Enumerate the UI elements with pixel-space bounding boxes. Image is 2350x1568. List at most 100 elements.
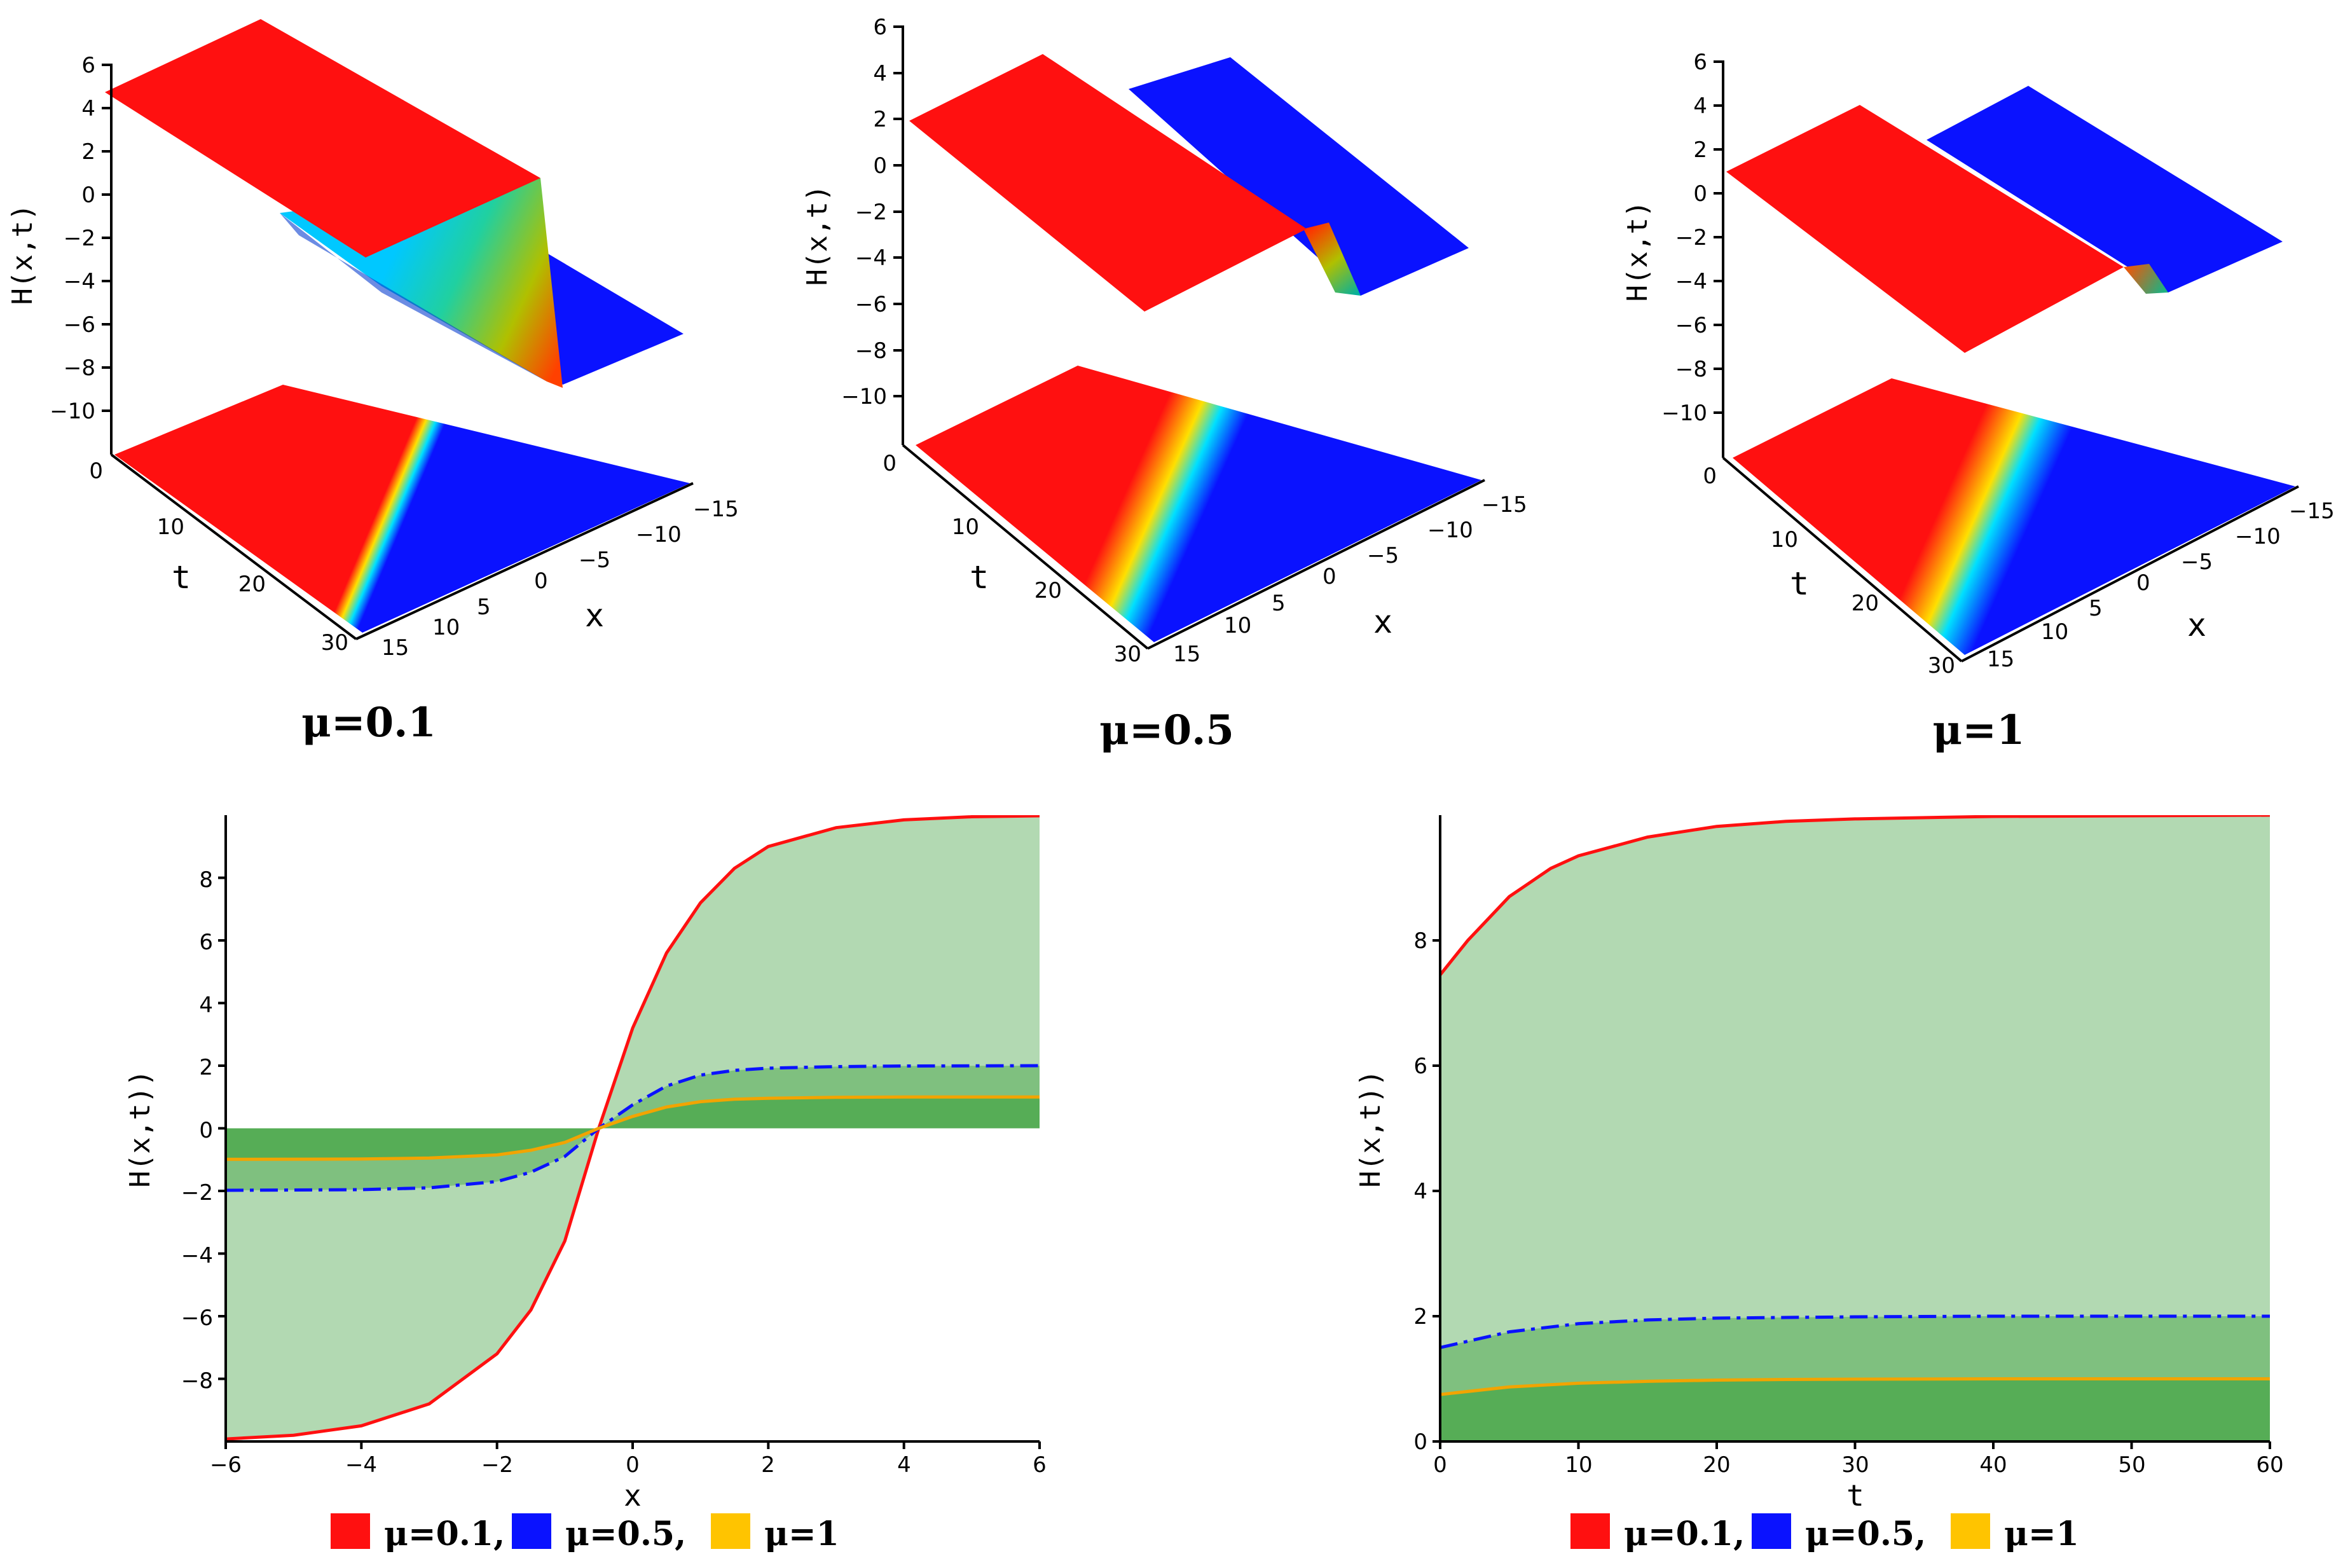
surface-transition-wall (1303, 223, 1361, 296)
area-fill (1440, 815, 2270, 1441)
surface-high-plateau (1726, 105, 2124, 353)
z-tick-label: −4 (1675, 269, 1707, 294)
y-tick-label: 0 (199, 1118, 213, 1143)
z-tick-label: 6 (873, 15, 887, 40)
x-tick-label: 5 (477, 595, 491, 620)
series-line (226, 1064, 1040, 1192)
z-tick-label: −2 (1675, 225, 1707, 251)
contour-plane (916, 366, 1481, 642)
series-line (226, 1095, 1040, 1161)
z-tick-label: −8 (1675, 357, 1707, 382)
t-axis (902, 444, 1149, 650)
x-tick-label: 60 (2256, 1452, 2283, 1478)
z-tick-label: 4 (1693, 93, 1707, 119)
area-fill (1440, 1379, 2270, 1441)
y-axis-label: H(x,t)) (1354, 1069, 1387, 1187)
z-axis-label: H(x,t) (6, 204, 39, 305)
x-tick-label: 50 (2118, 1452, 2145, 1478)
y-tick-label: 6 (1413, 1054, 1427, 1079)
y-tick-label: −2 (181, 1180, 213, 1206)
legend-swatch-red (331, 1513, 370, 1549)
z-tick-label: −2 (64, 226, 95, 251)
z-tick-label: −6 (64, 312, 95, 338)
t-axis-label: t (970, 559, 989, 596)
panel-caption: μ=1 (1933, 706, 2025, 754)
legend-swatch-yellow (711, 1513, 750, 1549)
y-tick-label: 2 (199, 1055, 213, 1080)
series-line (1440, 1314, 2270, 1349)
legend-swatch-blue (512, 1513, 551, 1549)
t-tick-label: 20 (1852, 591, 1879, 616)
x-tick-label: −10 (636, 522, 682, 547)
x-tick-label: 10 (1224, 613, 1251, 638)
y-tick-label: 2 (1413, 1304, 1427, 1330)
z-tick-label: 0 (81, 182, 95, 208)
legend-label: μ=1 (764, 1515, 839, 1553)
t-tick-label: 30 (321, 630, 348, 656)
t-tick-label: 0 (1703, 464, 1717, 489)
t-tick-label: 0 (883, 451, 897, 476)
y-tick-label: 4 (199, 993, 213, 1018)
z-tick-label: −6 (855, 292, 887, 317)
x-tick-label: 15 (381, 635, 409, 661)
z-ticks (1714, 60, 1723, 414)
surface-panel-mu-0.1: 6 4 2 0 −2 −4 −6 −8 −10 0 10 20 30 −15 −… (6, 19, 739, 746)
x-tick-label: −6 (210, 1452, 242, 1478)
legend-swatch-yellow (1951, 1513, 1990, 1549)
t-axis (1722, 457, 1963, 663)
legend-label: μ=0.5, (565, 1515, 686, 1553)
area-fill (226, 1097, 1040, 1160)
x-tick-label: 6 (1033, 1452, 1047, 1478)
t-tick-label: 20 (1034, 578, 1062, 603)
legend-swatch-blue (1752, 1513, 1791, 1549)
legend-label: μ=0.5, (1805, 1515, 1926, 1553)
surface-low-plateau (1927, 86, 2283, 292)
contour-plane (114, 385, 690, 633)
t-tick-label: 10 (1771, 527, 1798, 553)
z-tick-label: 6 (81, 53, 95, 78)
panel-caption: μ=0.1 (301, 699, 436, 746)
x-tick-label: 40 (1979, 1452, 2007, 1478)
line-chart-vs-t: 0 2 4 6 8 0 10 20 30 40 50 60 t H(x,t)) … (1354, 815, 2284, 1553)
x-tick-label: 10 (1565, 1452, 1592, 1478)
axis-ticks (218, 876, 1041, 1449)
x-tick-label: −2 (481, 1452, 513, 1478)
surface-low-plateau (540, 251, 684, 385)
x-axis-label: t (1846, 1478, 1864, 1513)
z-tick-label: −6 (1675, 313, 1707, 338)
series-line (1440, 1377, 2270, 1396)
x-axis-label: x (585, 597, 604, 634)
y-tick-label: 4 (1413, 1179, 1427, 1204)
series-lines (1440, 815, 2270, 1396)
x-tick-label: −4 (345, 1452, 377, 1478)
surface-transition-wall (2124, 264, 2168, 294)
axis-ticks (1433, 939, 2271, 1449)
z-tick-label: 2 (873, 107, 887, 132)
x-axis (1961, 485, 2299, 663)
series-line (1440, 815, 2270, 976)
z-tick-label: −10 (50, 399, 95, 424)
x-tick-label: 15 (1173, 642, 1200, 667)
z-tick-label: −4 (855, 245, 887, 271)
x-tick-label: 0 (626, 1452, 640, 1478)
x-tick-label: 4 (897, 1452, 911, 1478)
legend-label: μ=0.1, (384, 1515, 505, 1553)
z-tick-label: −10 (1661, 401, 1707, 426)
t-tick-label: 30 (1928, 653, 1955, 678)
contour-plane (1733, 378, 2295, 655)
surface-high-plateau (909, 54, 1307, 312)
x-tick-label: 10 (2041, 619, 2068, 645)
y-tick-label: 6 (199, 930, 213, 955)
x-axis (355, 482, 694, 640)
t-axis (110, 453, 357, 640)
x-tick-label: 5 (2089, 596, 2103, 621)
legend: μ=0.1, μ=0.5, μ=1 (1570, 1513, 2079, 1553)
area-fills (1440, 815, 2270, 1441)
series-line (226, 815, 1040, 1441)
y-axis-label: H(x,t)) (124, 1069, 156, 1187)
z-tick-label: 4 (81, 96, 95, 121)
z-axis-label: H(x,t) (1621, 201, 1654, 302)
t-tick-label: 10 (157, 514, 184, 540)
x-tick-label: −15 (693, 497, 739, 522)
